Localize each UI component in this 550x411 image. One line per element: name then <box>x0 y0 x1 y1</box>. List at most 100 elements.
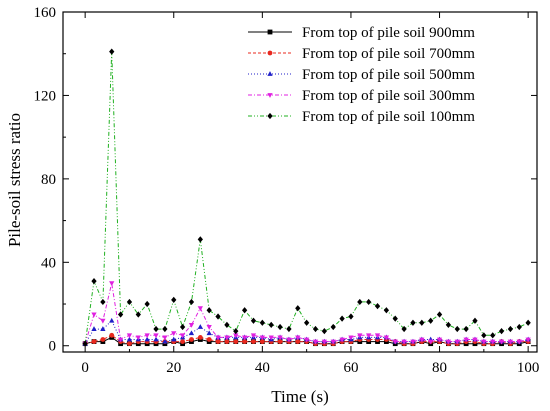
data-point <box>144 333 150 339</box>
data-point <box>348 313 354 320</box>
data-point <box>250 333 257 339</box>
data-point <box>330 323 336 331</box>
data-point <box>490 332 496 339</box>
data-point <box>251 339 256 344</box>
data-point <box>189 337 194 342</box>
data-point <box>153 325 159 333</box>
data-point <box>179 333 186 339</box>
x-tick-label: 20 <box>166 360 181 376</box>
legend-item: From top of pile soil 300mm <box>248 88 475 104</box>
data-point <box>392 339 398 345</box>
data-point <box>197 236 203 243</box>
data-point <box>109 317 115 323</box>
data-point <box>525 337 531 343</box>
data-point <box>304 337 310 343</box>
legend-label: From top of pile soil 500mm <box>302 67 475 83</box>
data-point <box>224 339 230 344</box>
data-point <box>153 333 159 339</box>
data-point <box>295 335 301 341</box>
data-point <box>100 337 106 342</box>
data-point <box>312 325 319 333</box>
data-point <box>197 324 203 329</box>
data-point <box>109 332 115 338</box>
data-point <box>162 338 168 344</box>
y-axis-title: Pile-soil stress ratio <box>5 113 24 247</box>
data-point <box>516 323 522 331</box>
data-point <box>454 325 460 333</box>
data-point <box>215 335 221 341</box>
data-point <box>206 337 212 342</box>
data-point <box>259 339 265 344</box>
data-point <box>428 339 434 345</box>
data-point <box>304 319 310 326</box>
data-point <box>419 319 425 326</box>
data-point <box>109 281 115 287</box>
data-point <box>233 333 239 339</box>
data-point <box>498 328 505 335</box>
data-point <box>179 323 186 331</box>
x-tick-label: 80 <box>432 360 447 376</box>
data-point <box>188 322 195 328</box>
data-point <box>224 321 230 329</box>
data-point <box>117 337 124 343</box>
data-point <box>490 339 496 345</box>
data-point <box>233 328 239 335</box>
legend-marker <box>267 50 273 56</box>
data-point <box>330 339 336 345</box>
y-tick-label: 160 <box>34 5 57 21</box>
legend-marker <box>267 112 273 120</box>
data-point <box>374 302 381 310</box>
data-point <box>428 317 434 324</box>
data-point <box>241 307 248 314</box>
data-point <box>117 311 124 318</box>
data-point <box>286 325 292 333</box>
legend-label: From top of pile soil 700mm <box>302 46 475 62</box>
series-4 <box>82 281 531 347</box>
legend: From top of pile soil 900mm From top of p… <box>248 25 475 125</box>
data-point <box>401 339 407 345</box>
axes: 0 20 40 60 80 100 0 40 80 120 160 <box>34 5 540 376</box>
y-tick-label: 0 <box>49 339 57 355</box>
data-point <box>162 325 168 333</box>
data-point <box>454 339 460 345</box>
y-tick-label: 40 <box>41 255 56 271</box>
data-point <box>436 311 443 318</box>
data-point <box>224 335 230 341</box>
x-axis-title: Time (s) <box>271 387 328 406</box>
data-point <box>383 335 390 341</box>
data-point <box>463 337 469 343</box>
legend-marker <box>267 71 273 76</box>
data-point <box>321 339 328 345</box>
data-point <box>481 339 487 345</box>
data-point <box>507 339 514 345</box>
data-point <box>277 335 283 341</box>
data-point <box>357 333 363 339</box>
legend-label: From top of pile soil 300mm <box>302 88 475 104</box>
data-point <box>242 339 248 344</box>
data-point <box>215 339 221 344</box>
data-point <box>241 335 248 341</box>
data-point <box>348 335 354 341</box>
data-point <box>188 298 195 306</box>
series-layer <box>82 48 531 347</box>
data-point <box>259 319 265 326</box>
legend-label: From top of pile soil 900mm <box>302 25 475 41</box>
data-point <box>463 325 469 333</box>
data-point <box>180 339 186 344</box>
data-point <box>162 335 168 341</box>
data-point <box>286 337 292 343</box>
data-point <box>250 317 257 324</box>
data-point <box>206 330 212 336</box>
data-point <box>392 315 398 322</box>
data-point <box>516 339 522 345</box>
legend-marker <box>267 93 273 98</box>
data-point <box>472 317 478 324</box>
data-point <box>126 336 133 342</box>
data-point <box>91 312 97 318</box>
data-point <box>525 319 531 326</box>
data-point <box>268 335 274 341</box>
data-point <box>259 335 265 341</box>
data-point <box>126 333 133 339</box>
data-point <box>339 337 345 343</box>
